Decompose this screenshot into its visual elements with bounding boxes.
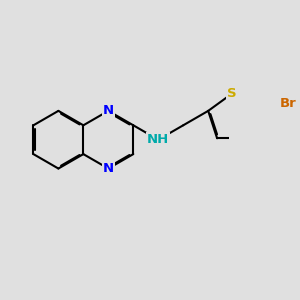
Text: N: N — [103, 104, 114, 117]
Text: N: N — [103, 162, 114, 175]
Text: NH: NH — [147, 133, 170, 146]
Text: S: S — [227, 87, 236, 101]
Text: Br: Br — [280, 97, 297, 110]
